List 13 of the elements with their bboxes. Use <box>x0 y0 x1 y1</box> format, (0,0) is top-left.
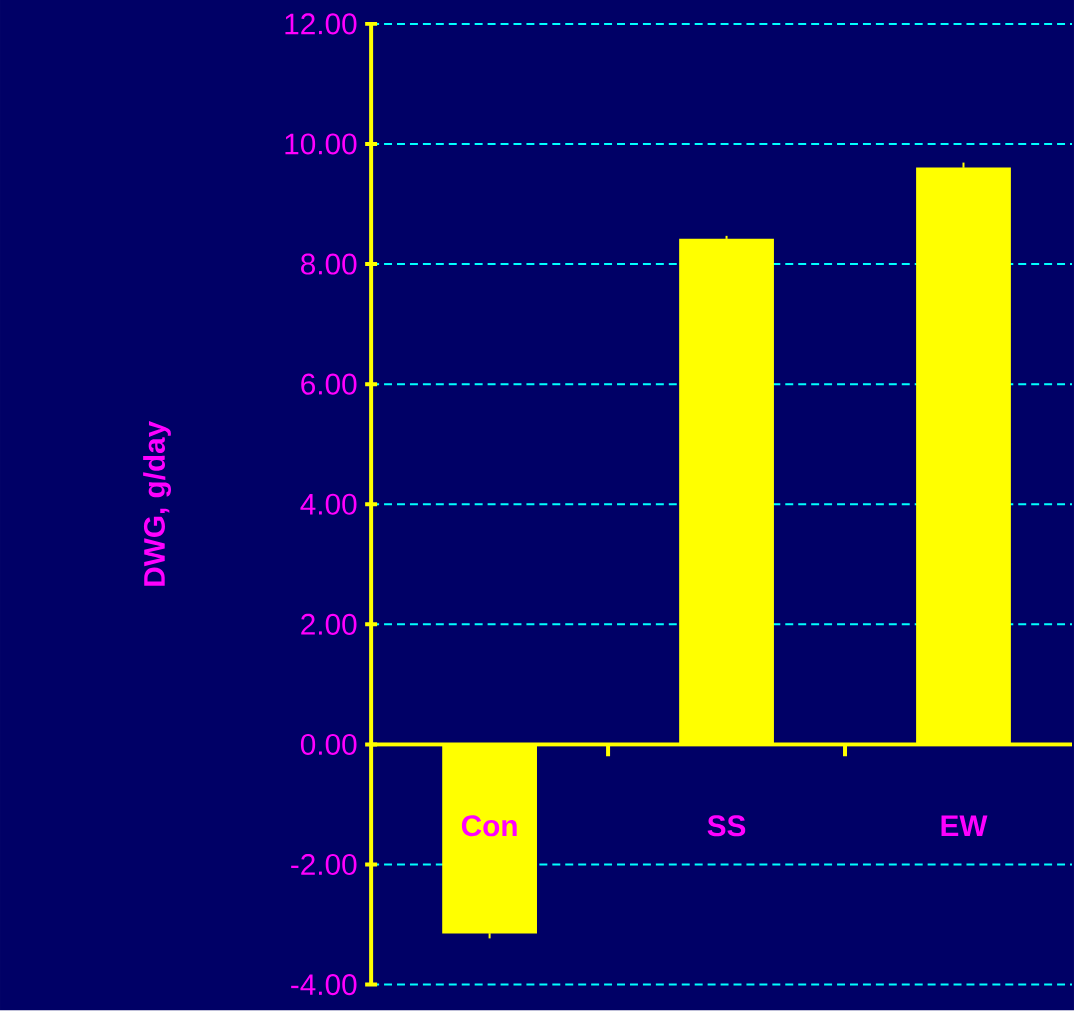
x-tick-label: Con <box>461 815 517 837</box>
y-tick-label: 4.00 <box>300 493 357 516</box>
y-tick-label: -4.00 <box>291 974 357 996</box>
y-tick-label: 2.00 <box>301 614 357 636</box>
y-tick-label: 12.00 <box>285 13 357 35</box>
x-tick-label: EW <box>941 815 988 837</box>
x-tick-label: SS <box>707 815 746 837</box>
y-axis-title: DWG, g/day <box>143 421 171 586</box>
y-tick-label: 10.00 <box>285 133 357 155</box>
y-tick-label: 0.00 <box>300 734 357 756</box>
y-tick-label: 6.00 <box>301 373 357 395</box>
y-tick-label: 8.00 <box>301 253 357 275</box>
y-tick-label: -2.00 <box>291 854 357 876</box>
